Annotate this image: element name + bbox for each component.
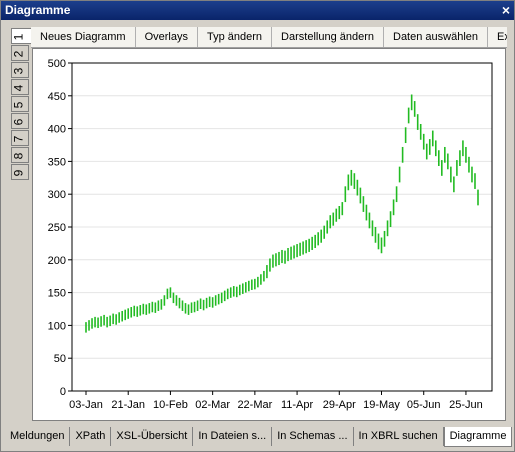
y-tick-label: 500 xyxy=(48,58,66,70)
x-tick-label: 10-Feb xyxy=(153,399,188,411)
side-tab[interactable]: 9 xyxy=(11,164,29,180)
x-tick-label: 21-Jan xyxy=(111,399,145,411)
side-tab-label: 3 xyxy=(11,67,26,75)
side-tab-label: 7 xyxy=(11,135,26,143)
side-tab[interactable]: 8 xyxy=(11,147,29,163)
bottom-tab[interactable]: Diagramme xyxy=(443,427,513,447)
chart: 0 50 100 150 200 250 300 350 400 450 500 03-Jan 21-J… xyxy=(48,58,493,411)
x-tick-label: 29-Apr xyxy=(323,399,356,411)
side-tab-label: 6 xyxy=(11,118,26,126)
y-tick-label: 300 xyxy=(48,189,66,201)
toolbar-button[interactable]: Neues Diagramm xyxy=(31,27,136,47)
close-button[interactable]: × xyxy=(501,2,510,18)
side-tab[interactable]: 2 xyxy=(11,45,29,61)
toolbar-button[interactable]: Overlays xyxy=(136,27,198,47)
x-tick-label: 11-Apr xyxy=(281,399,314,411)
side-tab[interactable]: 3 xyxy=(11,62,29,78)
side-tab[interactable]: 6 xyxy=(11,113,29,129)
bottom-tab[interactable]: XSL-Übersicht xyxy=(111,427,194,446)
toolbar-button[interactable]: Expo xyxy=(488,27,507,47)
bottom-tab[interactable]: XPath xyxy=(70,427,112,446)
side-tab[interactable]: 4 xyxy=(11,79,29,95)
y-tick-label: 450 xyxy=(48,91,66,103)
x-tick-label: 02-Mar xyxy=(195,399,230,411)
bottom-tab[interactable]: In Schemas ... xyxy=(272,427,354,446)
toolbar-button[interactable]: Darstellung ändern xyxy=(272,27,384,47)
y-tick-label: 0 xyxy=(60,386,66,398)
y-tick-label: 350 xyxy=(48,156,66,168)
side-tab[interactable]: 1 xyxy=(11,28,32,44)
bottom-tabs: Meldungen XPath XSL-Übersicht In Dateien s.… xyxy=(5,427,513,447)
bottom-tab[interactable]: Meldungen xyxy=(5,427,71,446)
bottom-tab[interactable]: In XBRL suchen xyxy=(354,427,444,446)
x-tick-label: 22-Mar xyxy=(237,399,272,411)
y-tick-label: 250 xyxy=(48,222,66,234)
y-tick-label: 100 xyxy=(48,320,66,332)
x-tick-label: 03-Jan xyxy=(69,399,103,411)
chart-panel: 0 50 100 150 200 250 300 350 400 450 500 03-Jan 21-J… xyxy=(32,48,506,421)
side-tab[interactable]: 7 xyxy=(11,130,29,146)
x-tick-label: 05-Jun xyxy=(407,399,441,411)
y-tick-label: 150 xyxy=(48,288,66,300)
window-title: Diagramme xyxy=(5,3,71,17)
y-tick-label: 50 xyxy=(54,353,66,365)
y-tick-label: 200 xyxy=(48,255,66,267)
title-bar: Diagramme × xyxy=(1,1,514,20)
side-tab-label: 2 xyxy=(11,50,26,58)
toolbar-button[interactable]: Daten auswählen xyxy=(384,27,489,47)
plot-frame xyxy=(71,62,493,392)
x-tick-label: 25-Jun xyxy=(449,399,483,411)
toolbar-button[interactable]: Typ ändern xyxy=(198,27,273,47)
side-tab-label: 5 xyxy=(11,101,26,109)
bottom-tab[interactable]: In Dateien s... xyxy=(193,427,273,446)
toolbar: Neues Diagramm Overlays Typ ändern Darstell… xyxy=(31,27,507,48)
side-tab[interactable]: 5 xyxy=(11,96,29,112)
side-tab-label: 8 xyxy=(11,152,26,160)
x-tick-label: 19-May xyxy=(363,399,400,411)
side-tab-label: 4 xyxy=(11,84,26,92)
side-tab-label: 1 xyxy=(11,33,26,41)
side-tab-label: 9 xyxy=(11,169,26,177)
y-tick-label: 400 xyxy=(48,124,66,136)
